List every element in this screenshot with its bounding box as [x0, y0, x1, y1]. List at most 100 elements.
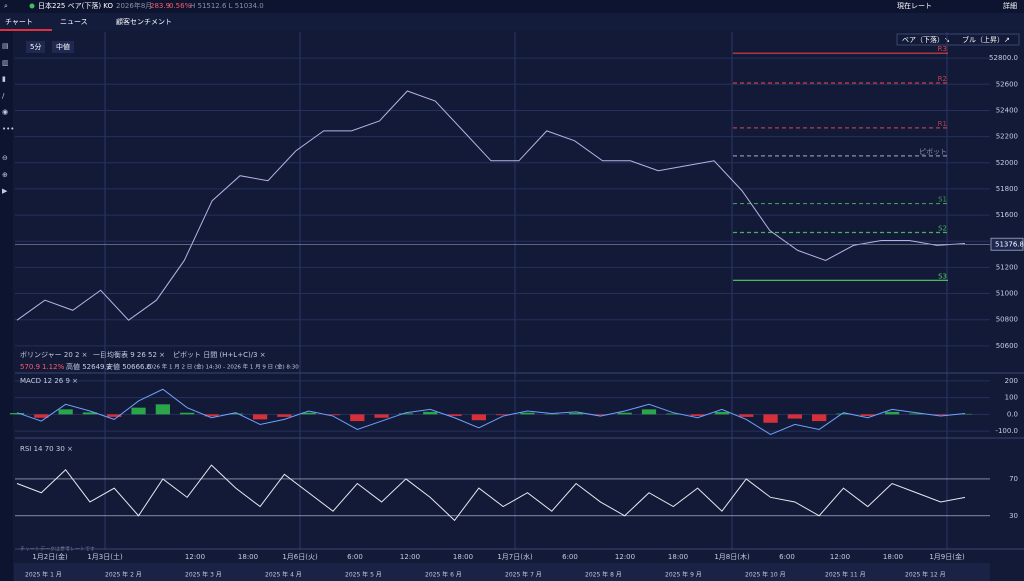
- histogram-bar: [957, 413, 973, 415]
- legend-bollinger[interactable]: ボリンジャー 20 2 ×: [20, 351, 88, 359]
- navigator-label: 2025 年 7 月: [505, 571, 542, 579]
- stat-change-pct: 1.12%: [42, 363, 65, 371]
- y-tick-label: -100.0: [995, 427, 1018, 435]
- svg-text:⊖: ⊖: [2, 154, 8, 162]
- navigator[interactable]: [14, 563, 990, 581]
- histogram-bar: [690, 414, 705, 417]
- tab[interactable]: ニュース: [60, 18, 88, 26]
- stat-change: 570.9: [20, 363, 40, 371]
- navigator-label: 2025 年 5 月: [345, 571, 382, 579]
- histogram-bar: [787, 414, 802, 419]
- histogram-bar: [374, 414, 389, 418]
- change: 283.9: [150, 2, 170, 10]
- x-tick-label: 1月2日(金): [32, 552, 68, 561]
- stat-range: 2026 年 1 月 2 日 (金) 14:30 - 2026 年 1 月 9 …: [146, 363, 299, 371]
- last-price: 51376.8: [995, 240, 1024, 248]
- histogram-bar: [641, 409, 657, 415]
- histogram-bar: [617, 412, 632, 415]
- y-tick-label: 52200: [996, 133, 1018, 141]
- svg-text:▤: ▤: [2, 42, 9, 50]
- histogram-bar: [496, 414, 511, 416]
- y-tick-label: 51800: [996, 185, 1018, 193]
- histogram-bar: [666, 413, 681, 415]
- histogram-bar: [884, 411, 900, 415]
- histogram-bar: [568, 413, 584, 415]
- navigator-label: 2025 年 6 月: [425, 571, 462, 579]
- navigator-label: 2025 年 3 月: [185, 571, 222, 579]
- navigator-label: 2025 年 2 月: [105, 571, 142, 579]
- svg-text:▶: ▶: [2, 187, 8, 195]
- histogram-bar: [252, 414, 268, 420]
- x-tick-label: 18:00: [668, 553, 688, 561]
- pivot-label: S2: [938, 224, 947, 232]
- y-tick-label: 100: [1005, 394, 1018, 402]
- direction-toggle[interactable]: [896, 33, 1020, 46]
- last-price-box: [990, 237, 1024, 251]
- high-low: H 51512.6 L 51034.0: [190, 2, 264, 10]
- histogram-bar: [739, 414, 754, 417]
- histogram-bar: [301, 412, 316, 415]
- x-tick-label: 6:00: [562, 553, 578, 561]
- search-icon[interactable]: ⌕: [4, 2, 8, 10]
- histogram-bar: [909, 413, 924, 415]
- histogram-bar: [204, 414, 219, 417]
- histogram-bar: [398, 413, 414, 415]
- navigator-label: 2025 年 8 月: [585, 571, 622, 579]
- x-tick-label: 18:00: [238, 553, 258, 561]
- price-type[interactable]: 中値: [56, 42, 70, 51]
- legend-ichimoku[interactable]: 一目均衡表 9 26 52 ×: [93, 350, 165, 359]
- navigator-label: 2025 年 1 月: [25, 571, 62, 579]
- y-tick-label: 0.0: [1007, 410, 1018, 418]
- histogram-bar: [155, 404, 170, 415]
- svg-text:⊕: ⊕: [2, 171, 8, 179]
- data-line: [16, 90, 966, 321]
- y-tick-label: 51000: [996, 290, 1018, 298]
- svg-text:▥: ▥: [2, 59, 9, 67]
- histogram-bar: [520, 412, 535, 415]
- x-tick-label: 1月8日(木): [714, 552, 750, 561]
- y-tick-label: 52600: [996, 80, 1018, 88]
- x-tick-label: 1月9日(金): [929, 552, 965, 561]
- tool-icons[interactable]: ▤ ▥ ▮ / ◉ ••• ⊖ ⊕ ▶: [2, 42, 14, 195]
- x-tick-label: 18:00: [453, 553, 473, 561]
- histogram-bar: [34, 414, 49, 418]
- pivot-label: R2: [938, 75, 947, 83]
- current-rate[interactable]: 現在レート: [897, 1, 932, 10]
- legend-pivot[interactable]: ピボット 日間 (H+L+C)/3 ×: [173, 351, 266, 359]
- button[interactable]: [52, 41, 74, 53]
- instrument[interactable]: 日本225 ベア(下落) KO: [38, 1, 113, 10]
- y-tick-label: 30: [1009, 512, 1018, 520]
- stat-high: 高値 52649.2: [66, 362, 111, 371]
- x-tick-label: 6:00: [347, 553, 363, 561]
- histogram-bar: [836, 413, 851, 415]
- y-tick-label: 70: [1009, 475, 1018, 483]
- button[interactable]: [26, 41, 45, 53]
- y-tick-label: 52400: [996, 106, 1018, 114]
- tab-bar: [0, 13, 1024, 31]
- y-tick-label: 200: [1005, 377, 1018, 385]
- tab[interactable]: 顧客センチメント: [116, 17, 172, 26]
- bear[interactable]: ベア（下落）↘: [902, 35, 950, 44]
- histogram-bar: [423, 411, 438, 415]
- svg-text:/: /: [2, 92, 5, 100]
- details[interactable]: 詳細: [1003, 1, 1017, 10]
- tab[interactable]: チャート: [5, 18, 33, 26]
- bull[interactable]: ブル（上昇）↗: [962, 35, 1010, 44]
- interval[interactable]: 5分: [30, 42, 41, 51]
- pivot-label: R3: [938, 45, 947, 53]
- change-pct: 0.56%: [169, 2, 192, 10]
- data-line: [16, 464, 966, 522]
- histogram-bar: [58, 409, 73, 415]
- histogram-bar: [812, 414, 827, 422]
- navigator-label: 2025 年 9 月: [665, 571, 702, 579]
- x-tick-label: 12:00: [615, 553, 635, 561]
- left-toolbar: [0, 31, 13, 581]
- y-tick-label: 52800.0: [989, 54, 1018, 62]
- x-tick-label: 6:00: [779, 553, 795, 561]
- histogram-bar: [277, 414, 292, 417]
- x-tick-label: 18:00: [883, 553, 903, 561]
- histogram-bar: [9, 413, 25, 415]
- y-tick-label: 52000: [996, 159, 1018, 167]
